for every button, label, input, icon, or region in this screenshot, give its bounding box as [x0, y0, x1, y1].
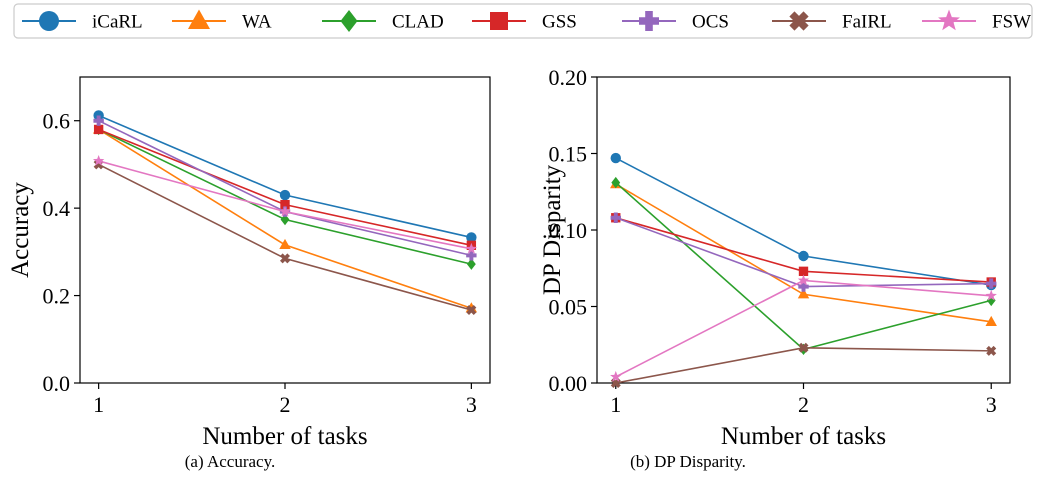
y-tick-label: 0.0	[43, 371, 71, 396]
x-tick-label: 2	[798, 392, 809, 417]
legend-label: CLAD	[392, 12, 444, 33]
data-point-icarl	[280, 190, 290, 200]
legend-label: iCaRL	[92, 12, 143, 33]
legend-label: WA	[242, 12, 272, 33]
data-point-wa	[279, 239, 290, 249]
figure: iCaRL WA CLAD GSS OCS FaIRL FSW 0.0 0.2 0.4 0.6 1 2…	[0, 0, 1040, 450]
legend: iCaRL WA CLAD GSS OCS FaIRL FSW	[14, 4, 1032, 38]
caption-accuracy: (a) Accuracy.	[80, 452, 380, 472]
data-point-ocs	[466, 250, 476, 260]
data-point-icarl	[611, 153, 621, 163]
data-point-icarl	[798, 251, 808, 261]
legend-label: OCS	[692, 12, 729, 33]
accuracy-chart: 0.0 0.2 0.4 0.6 1 2 3 Number of tasks Accuracy	[7, 77, 490, 450]
y-tick-label: 0.00	[549, 371, 588, 396]
y-tick-label: 0.05	[549, 295, 588, 320]
series-line-icarl	[616, 158, 991, 285]
legend-marker-circle-icon	[39, 11, 59, 31]
legend-label: FSW	[992, 12, 1031, 33]
series-fairl	[94, 159, 477, 315]
series-line-ocs	[99, 121, 472, 256]
series-line-clad	[616, 183, 991, 350]
series-clad	[611, 177, 995, 355]
legend-label: FaIRL	[842, 12, 892, 33]
y-tick-label: 0.6	[43, 109, 71, 134]
y-tick-label: 0.20	[549, 65, 588, 90]
y-axis-label: Accuracy	[7, 182, 34, 278]
data-point-gss	[94, 125, 103, 134]
caption-dp-disparity: (b) DP Disparity.	[538, 452, 838, 472]
x-tick-label: 2	[280, 392, 291, 417]
legend-marker-square-icon	[490, 12, 508, 30]
data-point-fairl	[280, 253, 290, 263]
x-tick-label: 3	[466, 392, 477, 417]
y-tick-label: 0.4	[43, 196, 71, 221]
x-axis-label: Number of tasks	[721, 423, 886, 450]
plot-frame	[80, 77, 490, 383]
y-tick-label: 0.2	[43, 284, 71, 309]
legend-label: GSS	[542, 12, 577, 33]
series-line-gss	[99, 129, 472, 245]
x-tick-label: 3	[986, 392, 997, 417]
y-axis-label: DP Disparity	[539, 164, 566, 295]
x-tick-label: 1	[93, 392, 104, 417]
x-axis-label: Number of tasks	[202, 423, 367, 450]
y-tick-label: 0.15	[549, 142, 588, 167]
series-gss	[94, 125, 476, 250]
x-tick-label: 1	[610, 392, 621, 417]
